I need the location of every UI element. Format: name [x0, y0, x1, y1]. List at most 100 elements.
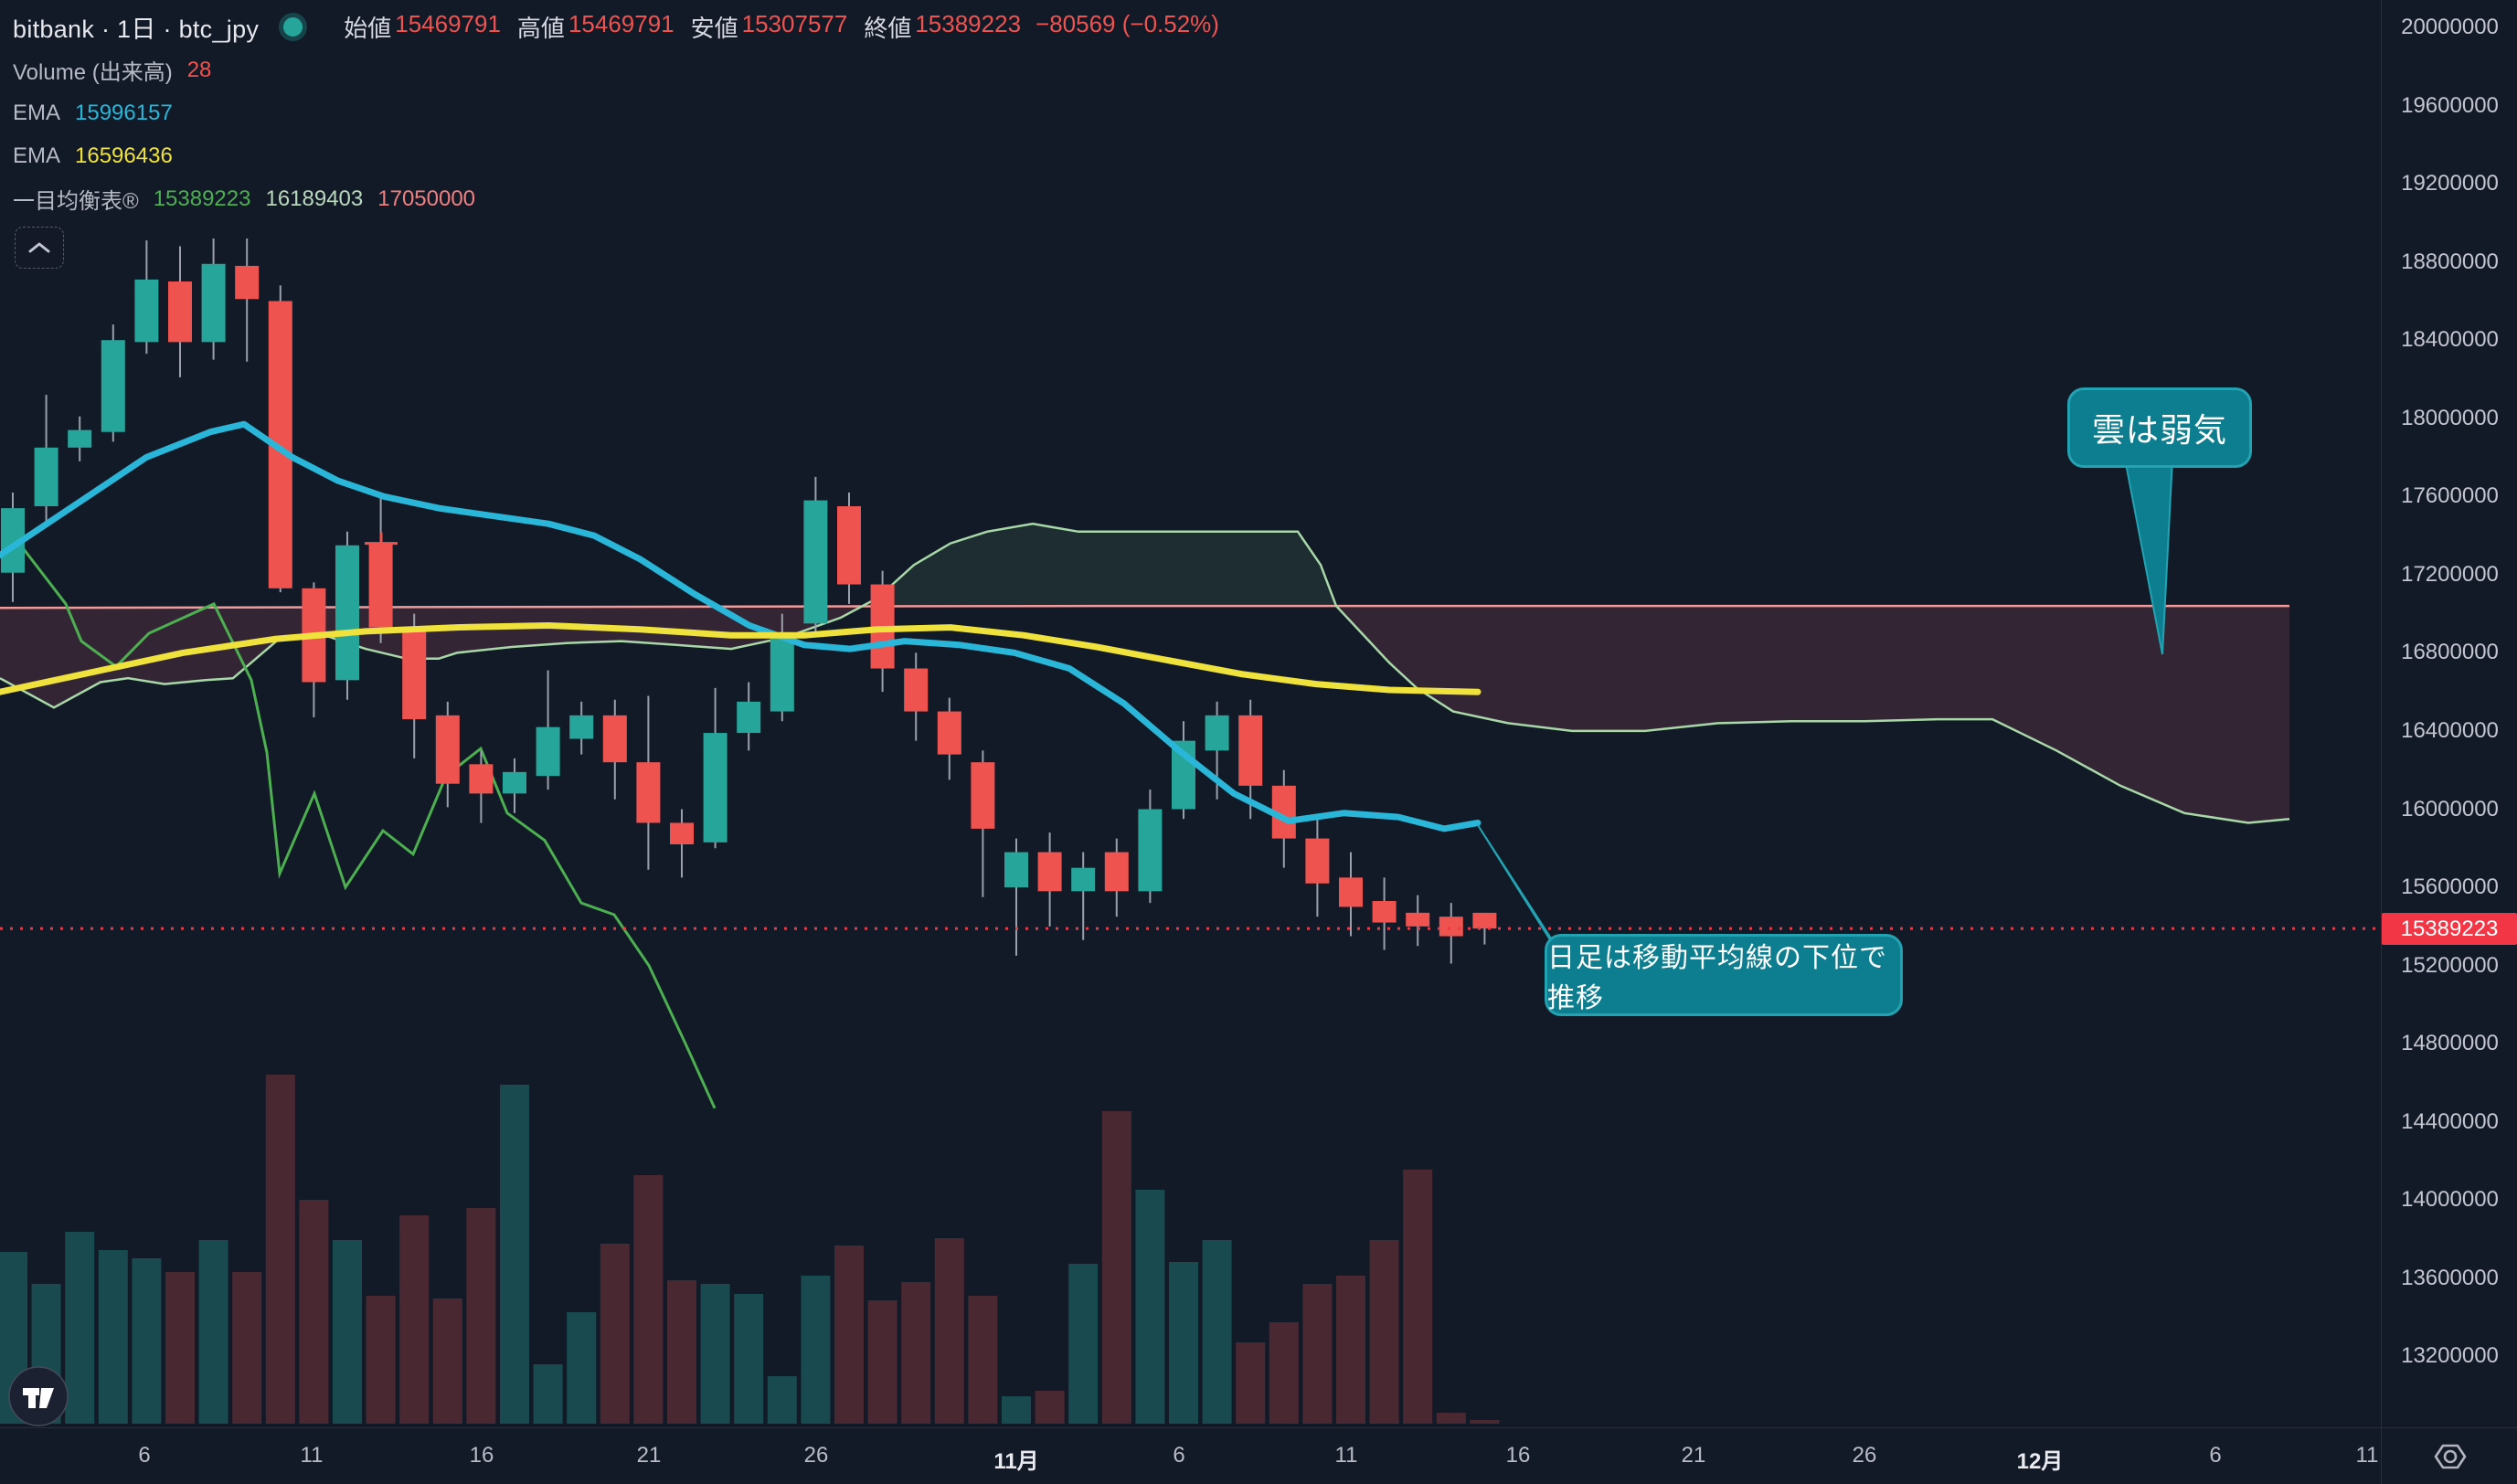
- ichimoku-senkou-b-value: 17050000: [377, 186, 476, 211]
- volume-bar: [198, 1240, 228, 1424]
- ichimoku-cloud-bear: [1336, 606, 2289, 823]
- candle-body: [1205, 715, 1229, 751]
- candle-body: [134, 279, 159, 343]
- ichimoku-chikou-value: 15389223: [153, 186, 251, 211]
- volume-bar: [700, 1284, 730, 1424]
- candle-body: [335, 545, 359, 681]
- legend-collapse-button[interactable]: [15, 227, 64, 269]
- low-value: 15307577: [741, 10, 848, 37]
- price-tick-label: 19200000: [2401, 171, 2499, 196]
- candle-body: [904, 668, 929, 712]
- candle-body: [536, 726, 560, 777]
- volume-bar: [333, 1240, 362, 1424]
- volume-bar: [567, 1312, 597, 1424]
- candle-body: [68, 429, 92, 448]
- ichimoku-cloud-bear: [0, 606, 863, 707]
- legend-symbol-row[interactable]: bitbank · 1日 · btc_jpy 始値 15469791 高値 1546…: [13, 5, 1219, 48]
- price-tick-label: 14400000: [2401, 1108, 2499, 1134]
- chikou-line: [22, 548, 717, 1109]
- price-tick-label: 17200000: [2401, 561, 2499, 587]
- time-tick-label: 12月: [2016, 1449, 2064, 1474]
- volume-bar: [500, 1085, 529, 1424]
- legend-ema-slow-row[interactable]: EMA 16596436: [13, 134, 1219, 177]
- price-tick-label: 13200000: [2401, 1343, 2499, 1369]
- time-axis[interactable]: 6 11 16 21 26 11月 6 11 16 21 26 12月 6 11: [0, 1427, 2517, 1484]
- candle-body: [1138, 809, 1163, 892]
- volume-bar: [1302, 1284, 1333, 1424]
- price-axis[interactable]: 20000000 19600000 19200000 18800000 18400000…: [2381, 0, 2517, 1427]
- ichimoku-label: 一目均衡表®: [13, 189, 139, 214]
- volume-bar: [533, 1364, 563, 1424]
- volume-bar: [934, 1238, 964, 1424]
- candle-body: [168, 281, 192, 343]
- candle-body: [235, 265, 260, 300]
- time-tick-label: 16: [1505, 1443, 1531, 1468]
- price-tick-label: 13600000: [2401, 1265, 2499, 1290]
- price-tick-label: 14000000: [2401, 1187, 2499, 1213]
- price-tick-label: 14800000: [2401, 1031, 2499, 1056]
- ema-slow-line: [0, 622, 1482, 695]
- tradingview-logo[interactable]: [7, 1365, 69, 1427]
- symbol-title[interactable]: bitbank · 1日 · btc_jpy: [13, 16, 260, 43]
- high-label: 高値: [516, 15, 565, 42]
- candle-body: [1037, 852, 1062, 892]
- volume-bar: [1169, 1262, 1198, 1424]
- volume-bar: [165, 1272, 195, 1424]
- time-tick-label: 11月: [993, 1449, 1039, 1474]
- candle-body: [1305, 838, 1330, 884]
- time-tick-label: 21: [1681, 1443, 1706, 1468]
- price-tick-label: 16800000: [2401, 640, 2499, 665]
- ema-fast-value: 15996157: [75, 100, 173, 125]
- volume-bar: [466, 1208, 496, 1424]
- volume-bar: [801, 1276, 831, 1424]
- volume-bar: [667, 1280, 696, 1424]
- time-tick-label: 11: [300, 1443, 324, 1468]
- candle-body: [1439, 917, 1463, 937]
- candle-body: [1406, 912, 1430, 927]
- volume-bar: [600, 1244, 630, 1424]
- price-tick-label: 20000000: [2401, 15, 2499, 39]
- volume-bar: [265, 1075, 295, 1424]
- candle-body: [803, 500, 828, 624]
- candle-body: [837, 505, 861, 585]
- gear-icon[interactable]: [2430, 1436, 2470, 1477]
- low-label: 安値: [690, 15, 738, 42]
- time-tick-label: 26: [803, 1443, 829, 1468]
- candle-body: [1472, 912, 1497, 929]
- legend-ema-fast-row[interactable]: EMA 15996157: [13, 91, 1219, 134]
- volume-bar: [1436, 1413, 1466, 1424]
- close-value: 15389223: [915, 10, 1022, 37]
- candle-body: [737, 701, 761, 734]
- price-tick-label: 16000000: [2401, 796, 2499, 822]
- volume-bar: [132, 1258, 162, 1424]
- open-value: 15469791: [395, 10, 501, 37]
- price-tick-label: 18000000: [2401, 405, 2499, 430]
- time-tick-label: 26: [1852, 1443, 1877, 1468]
- time-tick-label: 11: [2355, 1443, 2379, 1468]
- volume-bar: [399, 1215, 430, 1424]
- volume-bar: [65, 1232, 95, 1424]
- price-tick-label: 18400000: [2401, 327, 2499, 353]
- volume-bar: [1269, 1322, 1299, 1424]
- volume-bar: [98, 1250, 128, 1424]
- candle-body: [1372, 901, 1397, 923]
- legend-ichimoku-row[interactable]: 一目均衡表® 15389223 16189403 17050000: [13, 177, 1219, 220]
- ichimoku-senkou-a-value: 16189403: [265, 186, 364, 211]
- volume-bar: [1336, 1276, 1365, 1424]
- high-value: 15469791: [568, 10, 674, 37]
- volume-bar: [1403, 1170, 1433, 1424]
- market-status-icon[interactable]: [279, 13, 308, 41]
- price-tick-label: 19600000: [2401, 92, 2499, 118]
- time-tick-label: 21: [636, 1443, 662, 1468]
- volume-bar: [1035, 1391, 1065, 1424]
- volume-bar: [299, 1200, 329, 1424]
- volume-bar: [232, 1272, 262, 1424]
- annotation-below-ma[interactable]: 日足は移動平均線の下位で推移: [1545, 934, 1903, 1016]
- volume-bar: [734, 1294, 764, 1424]
- volume-bar: [366, 1296, 396, 1424]
- legend: bitbank · 1日 · btc_jpy 始値 15469791 高値 1546…: [13, 5, 1219, 220]
- annotation-cloud-bearish[interactable]: 雲は弱気: [2067, 387, 2252, 468]
- legend-volume-row[interactable]: Volume (出来高) 28: [13, 48, 1219, 91]
- volume-bar: [901, 1282, 931, 1424]
